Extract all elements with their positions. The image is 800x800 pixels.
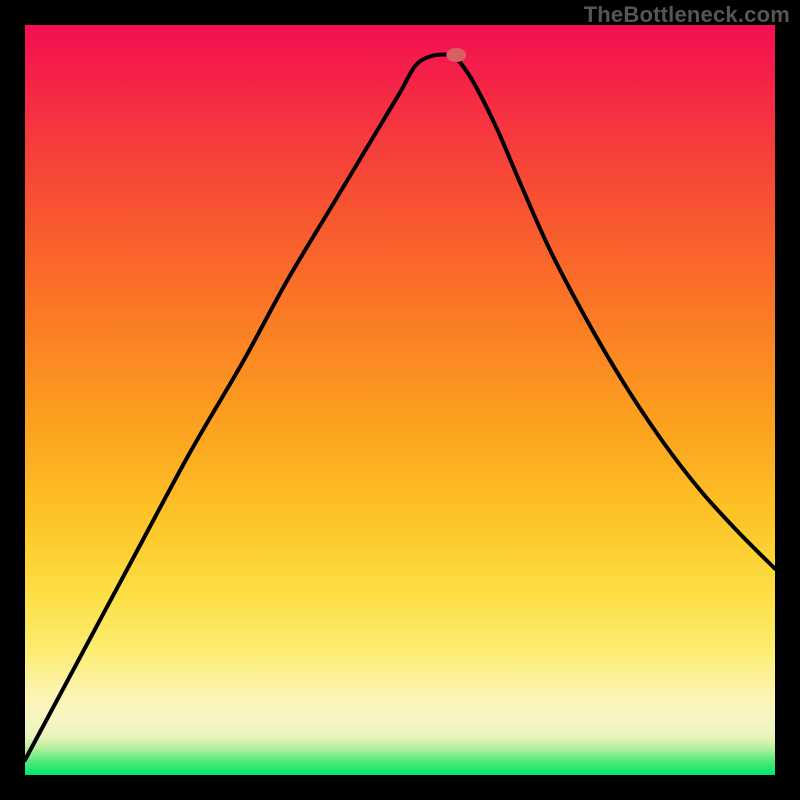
plot-background [25, 25, 775, 775]
bottleneck-chart [0, 0, 800, 800]
optimal-marker [446, 48, 466, 62]
chart-frame: TheBottleneck.com [0, 0, 800, 800]
watermark-text: TheBottleneck.com [584, 2, 790, 28]
